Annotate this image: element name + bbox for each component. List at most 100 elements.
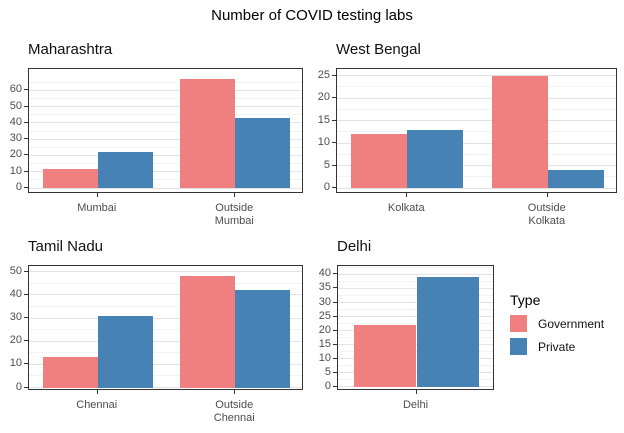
minor-gridline	[29, 375, 302, 377]
subplot-title-west-bengal: West Bengal	[336, 41, 421, 58]
y-tick-mark	[24, 138, 28, 140]
plot-panel	[336, 68, 617, 193]
bar-government-kolkata	[351, 134, 408, 189]
legend-item-government: Government	[510, 315, 604, 332]
major-gridline	[29, 106, 302, 108]
subplot-title-tamil-nadu: Tamil Nadu	[28, 238, 104, 255]
y-tick-mark	[24, 317, 28, 319]
y-tick-label: 15	[317, 113, 330, 126]
bar-government-delhi	[353, 324, 417, 387]
y-tick-label: 30	[9, 132, 22, 145]
y-tick-mark	[24, 293, 28, 295]
major-gridline	[338, 273, 493, 275]
major-gridline	[29, 271, 302, 273]
plot-panel	[28, 68, 303, 193]
minor-gridline	[337, 176, 616, 178]
minor-gridline	[29, 163, 302, 165]
y-tick-mark	[333, 287, 337, 289]
y-tick-mark	[333, 273, 337, 275]
major-gridline	[338, 386, 493, 388]
minor-gridline	[338, 280, 493, 282]
y-tick-mark	[24, 386, 28, 388]
x-tick-label: Kolkata	[387, 202, 425, 214]
y-tick-mark	[24, 105, 28, 107]
y-tick-label: 10	[9, 164, 22, 177]
y-tick-mark	[333, 329, 337, 331]
minor-gridline	[29, 179, 302, 181]
minor-gridline	[337, 131, 616, 133]
y-tick-label: 40	[9, 287, 22, 300]
private-color-swatch	[510, 338, 527, 355]
y-tick-label: 5	[324, 365, 331, 378]
major-gridline	[338, 287, 493, 289]
y-tick-label: 20	[9, 334, 22, 347]
minor-gridline	[338, 309, 493, 311]
x-tick-label: Outside Kolkata	[527, 202, 566, 227]
y-tick-mark	[332, 97, 336, 99]
legend-label-private: Private	[538, 339, 576, 354]
minor-gridline	[29, 146, 302, 148]
x-tick-label: Outside Mumbai	[214, 202, 254, 227]
y-tick-mark	[24, 340, 28, 342]
y-tick-mark	[24, 270, 28, 272]
bar-private-mumbai	[97, 152, 153, 189]
bar-private-chennai	[97, 315, 153, 388]
major-gridline	[29, 89, 302, 91]
y-tick-label: 25	[317, 68, 330, 81]
major-gridline	[337, 75, 616, 77]
legend-item-private: Private	[510, 338, 604, 355]
minor-gridline	[338, 266, 493, 268]
major-gridline	[337, 142, 616, 144]
minor-gridline	[29, 306, 302, 307]
x-tick-mark	[415, 390, 417, 394]
y-tick-label: 10	[317, 136, 330, 149]
bar-private-kolkata	[407, 129, 464, 189]
y-tick-mark	[24, 121, 28, 123]
major-gridline	[337, 165, 616, 167]
major-gridline	[29, 122, 302, 124]
x-tick-mark	[234, 390, 236, 394]
major-gridline	[29, 387, 302, 389]
y-tick-mark	[24, 154, 28, 156]
minor-gridline	[338, 323, 493, 325]
legend: Type Government Private	[510, 292, 604, 361]
x-tick-mark	[96, 390, 98, 394]
y-tick-mark	[333, 315, 337, 317]
major-gridline	[29, 138, 302, 140]
minor-gridline	[338, 294, 493, 296]
y-tick-label: 0	[324, 379, 331, 392]
bar-private-outside-mumbai	[235, 117, 291, 189]
minor-gridline	[337, 86, 616, 88]
major-gridline	[29, 154, 302, 156]
y-tick-mark	[333, 357, 337, 359]
y-tick-mark	[24, 363, 28, 365]
y-tick-mark	[333, 343, 337, 345]
bar-government-chennai	[42, 357, 98, 388]
x-tick-label: Chennai	[76, 399, 118, 411]
major-gridline	[29, 340, 302, 342]
major-gridline	[338, 316, 493, 318]
y-tick-mark	[332, 187, 336, 189]
bar-private-outside-kolkata	[547, 170, 604, 189]
y-tick-mark	[332, 142, 336, 144]
bar-private-outside-chennai	[235, 290, 291, 388]
y-tick-mark	[24, 170, 28, 172]
minor-gridline	[29, 130, 302, 132]
y-tick-label: 5	[323, 158, 330, 171]
subplot-title-maharashtra: Maharashtra	[28, 41, 113, 58]
chart-title: Number of COVID testing labs	[211, 7, 413, 24]
minor-gridline	[29, 352, 302, 354]
major-gridline	[337, 120, 616, 122]
major-gridline	[29, 363, 302, 365]
y-tick-label: 10	[318, 351, 331, 364]
x-tick-mark	[96, 193, 98, 197]
x-tick-label: Delhi	[402, 399, 429, 411]
y-tick-mark	[332, 164, 336, 166]
government-color-swatch	[510, 315, 527, 332]
y-tick-mark	[332, 119, 336, 121]
legend-label-government: Government	[538, 316, 605, 331]
y-tick-label: 20	[318, 323, 331, 336]
bar-government-mumbai	[42, 168, 98, 189]
subplot-title-delhi: Delhi	[337, 238, 372, 255]
